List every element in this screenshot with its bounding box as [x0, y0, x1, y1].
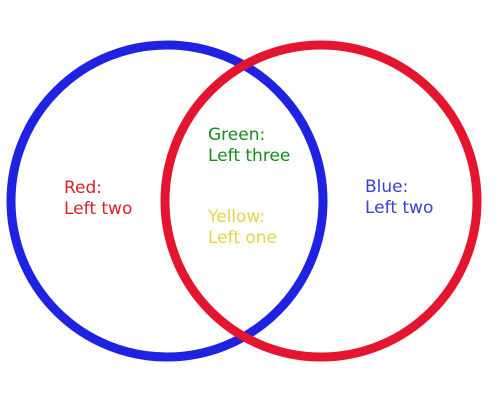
red-region-label: Red: Left two — [64, 178, 132, 220]
red-region-value: Left two — [64, 199, 133, 219]
yellow-region-label: Yellow: Left one — [208, 207, 277, 249]
blue-region-label: Blue: Left two — [365, 177, 433, 219]
yellow-region-value: Left one — [208, 228, 278, 248]
blue-region-value: Left two — [365, 198, 434, 218]
left-circle — [6, 40, 328, 362]
green-region-title: Green: — [208, 125, 266, 145]
blue-region-title: Blue: — [365, 177, 409, 197]
green-region-label: Green: Left three — [208, 125, 290, 167]
right-circle — [160, 40, 482, 362]
yellow-region-title: Yellow: — [208, 207, 266, 227]
green-region-value: Left three — [208, 146, 291, 166]
red-region-title: Red: — [64, 178, 103, 198]
